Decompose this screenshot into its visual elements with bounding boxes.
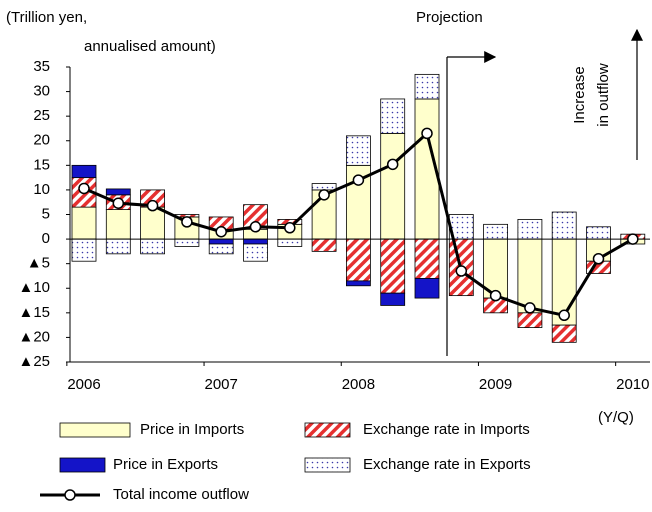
bar-segment [517, 219, 543, 240]
bar-segment [517, 238, 543, 314]
x-tick-label: 2010 [616, 376, 649, 393]
line-point [146, 199, 159, 212]
x-tick-label: 2009 [479, 376, 512, 393]
bar-segment [311, 238, 337, 252]
bar-segment [311, 183, 337, 191]
bar-segment [380, 292, 406, 306]
bar-segment [517, 312, 543, 328]
y-tick-label: 20 [33, 132, 50, 149]
y-tick-label: 35 [33, 58, 50, 75]
annotation: in outflow [595, 63, 612, 127]
y-tick-label: 10 [33, 181, 50, 198]
bar-segment [105, 209, 131, 240]
bar-segment [380, 238, 406, 294]
bar-segment [551, 324, 577, 343]
line-point [249, 221, 262, 233]
bar-segment [140, 206, 166, 240]
y-tick-label: 0 [42, 230, 50, 247]
legend-label: Price in Imports [140, 421, 244, 438]
bar-segment [105, 238, 131, 255]
line-point [558, 309, 570, 322]
y-tick-label: ▲15 [18, 304, 50, 321]
line-point [627, 233, 639, 245]
bar-segment [586, 226, 611, 240]
line-point [421, 127, 433, 140]
x-unit: (Y/Q) [598, 409, 634, 426]
bar-segment [105, 188, 131, 196]
y-tick-label: ▲20 [18, 328, 50, 345]
bar-segment [345, 238, 371, 282]
bar-segment [71, 238, 97, 262]
bar-segment [551, 211, 577, 240]
legend-label: Price in Exports [113, 456, 218, 473]
bar-segment [380, 132, 406, 240]
bar-segment [71, 164, 97, 179]
line-point [386, 158, 399, 171]
legend-label: Exchange rate in Exports [363, 456, 531, 473]
bar-segment [345, 135, 371, 166]
legend-label: Exchange rate in Imports [363, 421, 530, 438]
y-tick-label: 30 [33, 83, 50, 100]
line-point [215, 225, 227, 238]
bar-segment [414, 238, 440, 279]
bar-segment [277, 238, 303, 247]
bar-segment [174, 238, 200, 247]
legend-swatch [304, 422, 351, 438]
bar-segment [380, 98, 406, 134]
line-point [284, 222, 296, 234]
bar-segment [243, 238, 268, 245]
bar-segment [140, 238, 166, 255]
legend-swatch [304, 457, 351, 473]
x-tick-label: 2007 [205, 376, 238, 393]
bar-segment [483, 223, 509, 240]
x-tick-label: 2008 [342, 376, 375, 393]
y-tick-label: 15 [33, 156, 50, 173]
annotation: Increase [571, 66, 588, 124]
bar-segment [414, 278, 440, 299]
line-point [318, 189, 330, 201]
y-tick-label: 25 [33, 107, 50, 124]
y-tick-label: 5 [42, 205, 50, 222]
bar-segment [71, 206, 97, 240]
y-tick-label: ▲5 [27, 255, 50, 272]
line-point [592, 253, 605, 265]
bar-segment [345, 280, 371, 287]
line-point [181, 216, 193, 228]
legend-swatch [64, 489, 76, 501]
annotation: Projection [416, 9, 483, 26]
y-tick-label: ▲25 [18, 353, 50, 370]
bar-segment [414, 73, 440, 100]
x-tick-label: 2006 [67, 376, 100, 393]
line-point [352, 174, 365, 186]
legend-swatch [59, 457, 106, 473]
y-tick-label: ▲10 [18, 279, 50, 296]
line-point [455, 265, 468, 277]
bar-segment [208, 238, 234, 245]
legend-label: Total income outflow [113, 486, 249, 503]
y-label: (Trillion yen, [6, 9, 87, 26]
y-label: annualised amount) [84, 38, 216, 55]
legend-swatch [59, 422, 131, 438]
line-point [524, 302, 536, 314]
line-point [489, 289, 502, 302]
line-point [78, 182, 90, 195]
line-point [112, 197, 125, 209]
bar-segment [243, 243, 268, 262]
bar-segment [208, 243, 234, 255]
